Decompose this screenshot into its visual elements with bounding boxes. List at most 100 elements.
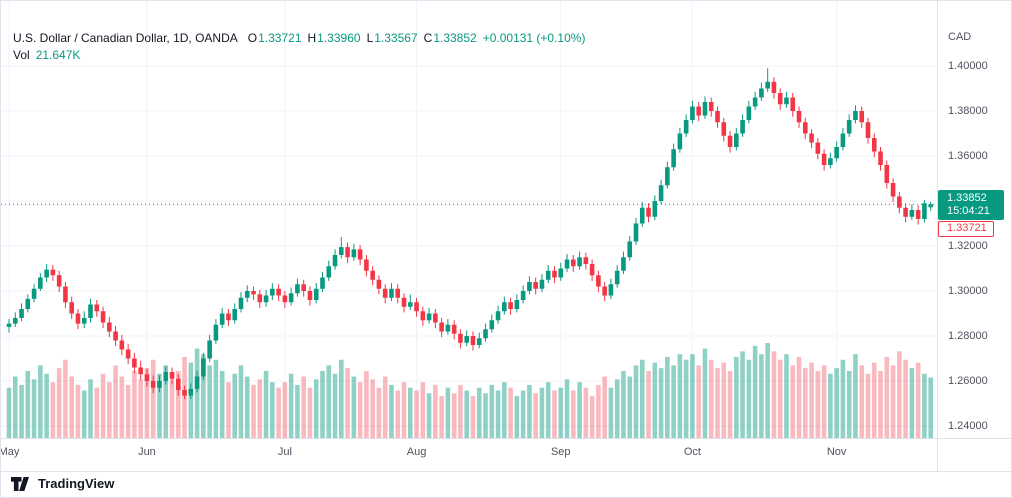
volume-bar: [671, 365, 676, 438]
volume-bar: [683, 359, 689, 438]
volume-bar: [31, 379, 37, 438]
high-label: H: [307, 30, 317, 45]
volume-bar: [401, 382, 407, 438]
candle-body: [890, 183, 896, 197]
candle-body: [840, 133, 846, 148]
candle-body: [677, 133, 683, 150]
volume-bar: [476, 387, 482, 438]
tradingview-logo[interactable]: TradingView: [11, 476, 114, 491]
volume-bar: [752, 345, 758, 438]
volume-label: Vol: [13, 47, 30, 62]
volume-bar: [865, 373, 871, 438]
candle-body: [175, 378, 181, 391]
time-tick-label: Nov: [826, 446, 847, 458]
volume-bar: [458, 384, 463, 438]
candle-body: [420, 311, 426, 321]
price-axis[interactable]: CAD 1.400001.380001.360001.340001.320001…: [938, 1, 1011, 438]
volume-bar: [483, 393, 488, 438]
open-pair: O 1.33721: [248, 31, 302, 45]
candle-body: [476, 338, 482, 346]
candle-body: [790, 97, 796, 112]
time-tick-label: May: [1, 446, 20, 458]
candle-body: [878, 151, 883, 166]
high-pair: H 1.33960: [308, 31, 361, 45]
volume-bar: [157, 373, 162, 438]
candle-body: [671, 149, 676, 168]
volume-bar: [207, 365, 212, 438]
candle-body: [63, 286, 68, 303]
candle-body: [69, 302, 74, 314]
volume-bar: [244, 376, 250, 438]
candle-body: [433, 313, 438, 323]
volume-bar: [420, 382, 426, 438]
candle-body: [332, 255, 338, 267]
volume-bar: [25, 370, 31, 438]
candle-body: [182, 390, 187, 396]
candle-body: [859, 111, 865, 123]
volume-bar: [226, 382, 231, 438]
volume-bar: [19, 384, 24, 438]
volume-bar: [75, 384, 81, 438]
volume-bar: [6, 387, 12, 438]
volume-bar: [282, 382, 288, 438]
candle-body: [94, 304, 100, 312]
volume-bar: [665, 356, 670, 438]
volume-bar: [188, 362, 194, 438]
candle-body: [777, 93, 783, 105]
candle-body: [533, 282, 538, 289]
candle-body: [38, 277, 43, 289]
candle-body: [288, 293, 294, 303]
open-value: 1.33721: [258, 30, 302, 45]
candle-body: [614, 270, 620, 285]
volume-bar: [802, 368, 808, 438]
volume-bar: [270, 382, 275, 438]
price-tick-label: 1.28000: [948, 330, 988, 342]
time-axis[interactable]: May Jun Jul Aug Sep Oct Nov: [1, 439, 937, 470]
bar-countdown-timer: 15:04:21: [947, 205, 990, 218]
volume-bar: [589, 396, 595, 438]
price-chart-canvas[interactable]: [1, 1, 937, 438]
candle-body: [439, 322, 444, 332]
candle-body: [558, 268, 564, 278]
time-tick-label: Oct: [683, 446, 701, 458]
candle-body: [107, 322, 112, 332]
candle-body: [194, 376, 200, 389]
volume-bar: [903, 359, 908, 438]
volume-bar: [100, 373, 106, 438]
candle-body: [201, 358, 206, 377]
volume-bar: [596, 384, 601, 438]
symbol-title[interactable]: U.S. Dollar / Canadian Dollar, 1D, OANDA: [13, 30, 238, 45]
candle-body: [464, 336, 470, 343]
candle-body: [652, 201, 658, 217]
candle-body: [357, 249, 363, 260]
candle-body: [903, 207, 908, 217]
volume-bar: [834, 368, 839, 438]
price-tick-label: 1.32000: [948, 240, 988, 252]
candle-body: [376, 279, 382, 289]
volume-bar: [777, 359, 783, 438]
volume-bar: [125, 384, 131, 438]
candle-body: [207, 340, 212, 359]
volume-bar: [251, 384, 256, 438]
candle-body: [370, 270, 375, 280]
candle-body: [897, 196, 902, 208]
candle-body: [708, 102, 714, 112]
candle-body: [690, 106, 695, 121]
candle-body: [602, 286, 607, 296]
candle-body: [244, 291, 250, 298]
volume-bar: [113, 365, 118, 438]
candle-body: [270, 288, 275, 296]
volume-bar: [652, 362, 658, 438]
candle-body: [470, 336, 476, 346]
volume-bar: [577, 382, 582, 438]
candle-body: [301, 284, 306, 292]
candle-body: [539, 279, 545, 289]
volume-bar: [608, 387, 614, 438]
candle-body: [458, 333, 463, 343]
volume-bar: [144, 368, 150, 438]
candle-body: [821, 153, 827, 166]
footer-separator: [1, 471, 1011, 472]
candle-body: [395, 288, 401, 298]
volume-bar: [539, 387, 545, 438]
